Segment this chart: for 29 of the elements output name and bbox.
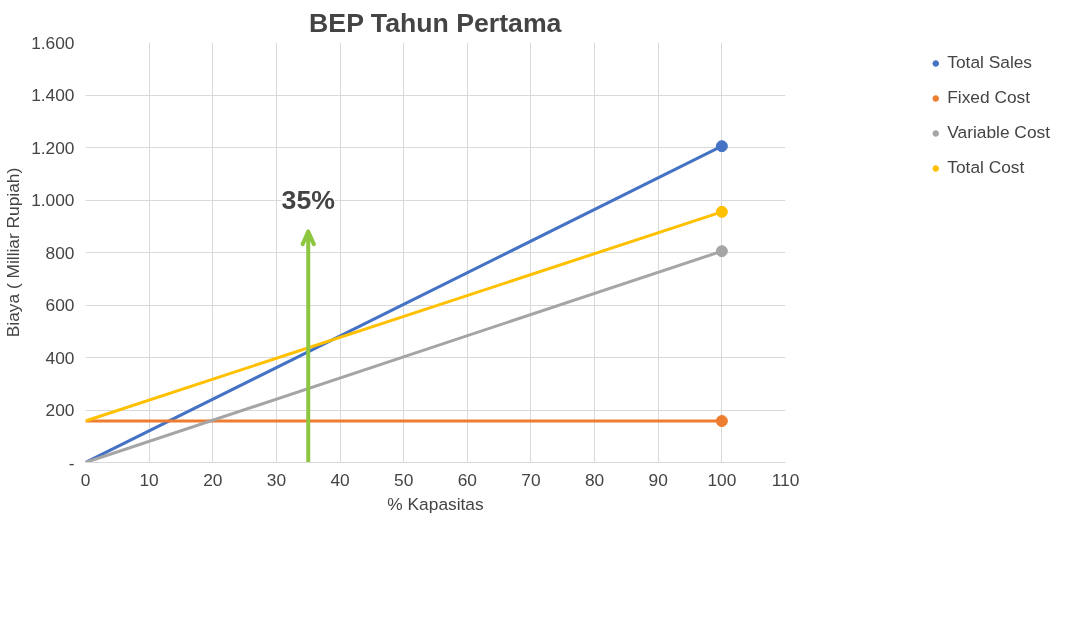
x-tick-label: 100	[707, 469, 737, 490]
ref-line-label: 35%	[281, 184, 335, 215]
chart-title: BEP Tahun Pertama	[309, 7, 562, 38]
x-tick-label: 110	[771, 469, 800, 490]
x-tick-label: 30	[266, 469, 287, 490]
x-tick-label: 50	[394, 469, 414, 490]
x-tick-label: 90	[648, 469, 668, 490]
legend-label: Fixed Cost	[947, 87, 1031, 108]
legend-label: Variable Cost	[947, 122, 1050, 143]
x-tick-label: 80	[584, 469, 605, 490]
legend-label: Total Sales	[947, 52, 1033, 73]
y-tick-label: 600	[45, 295, 75, 315]
y-tick-label: -	[68, 452, 75, 473]
x-axis-title: % Kapasitas	[387, 493, 484, 514]
y-tick-label: 800	[45, 242, 75, 263]
y-tick-label: 400	[45, 347, 75, 368]
legend-label: Total Cost	[947, 157, 1025, 178]
x-tick-label: 40	[330, 469, 350, 490]
y-tick-label: 1.400	[31, 85, 75, 105]
x-tick-label: 10	[139, 469, 159, 490]
x-tick-label: 60	[457, 469, 477, 490]
y-axis-title: Biaya ( Milliar Rupiah)	[3, 167, 24, 338]
x-tick-label: 0	[80, 469, 91, 490]
y-tick-label: 1.200	[31, 137, 75, 158]
y-tick-label: 1.000	[31, 190, 75, 210]
x-tick-label: 20	[203, 469, 223, 490]
y-tick-label: 200	[45, 400, 75, 420]
x-tick-label: 70	[521, 469, 541, 490]
y-tick-label: 1.600	[31, 32, 75, 53]
